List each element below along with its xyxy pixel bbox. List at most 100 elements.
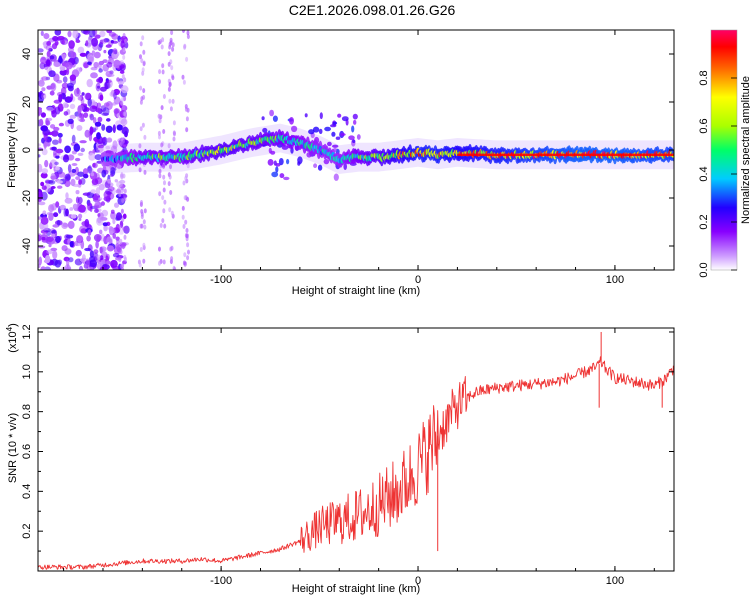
noise-cell — [139, 85, 143, 91]
noise-cell — [162, 129, 166, 134]
noise-cell — [67, 30, 72, 38]
noise-cell — [161, 69, 165, 75]
noise-cell — [140, 200, 143, 205]
noise-cell — [49, 55, 55, 60]
noise-cell — [99, 94, 104, 101]
noise-cell — [112, 218, 116, 225]
noise-cell — [77, 96, 82, 101]
noise-cell — [44, 255, 51, 264]
noise-cell — [297, 161, 301, 166]
spectrogram-y-label: Frequency (Hz) — [6, 112, 18, 188]
noise-cell — [170, 256, 174, 262]
noise-cell — [167, 143, 171, 149]
noise-cell — [162, 208, 166, 214]
noise-cell — [182, 30, 185, 33]
noise-cell — [119, 70, 125, 74]
noise-cell — [119, 249, 123, 255]
spectrogram-x-axis: -100 0 100 — [63, 30, 655, 286]
noise-cell — [279, 173, 285, 179]
noise-cell — [118, 60, 122, 66]
noise-cell — [101, 112, 109, 116]
noise-cell — [64, 248, 72, 255]
noise-cell — [121, 198, 125, 204]
noise-cell — [139, 223, 143, 229]
noise-cell — [55, 106, 61, 115]
noise-cell — [114, 202, 119, 208]
noise-cell — [87, 97, 92, 107]
noise-cell — [100, 201, 105, 206]
noise-cell — [182, 260, 186, 266]
noise-cell — [140, 211, 144, 217]
noise-cell — [84, 129, 91, 138]
noise-cell — [158, 79, 161, 85]
noise-cell — [158, 69, 162, 75]
noise-cell — [185, 116, 189, 122]
noise-cell — [139, 247, 143, 252]
snr-y-label: SNR (10 * v/v) — [7, 413, 19, 483]
x-tick-label: 100 — [606, 575, 624, 587]
noise-cell — [157, 113, 161, 119]
noise-cell — [138, 167, 142, 173]
noise-cell — [169, 37, 173, 43]
noise-cell — [169, 190, 173, 195]
noise-cell — [86, 53, 94, 62]
noise-cell — [74, 157, 81, 162]
noise-cell — [88, 152, 96, 161]
noise-cell — [122, 33, 126, 38]
noise-cell — [97, 216, 102, 224]
noise-cell — [90, 172, 95, 177]
y-tick-label: 1.0 — [21, 364, 33, 379]
noise-cell — [80, 228, 87, 234]
noise-cell — [50, 175, 57, 180]
noise-cell — [160, 44, 164, 50]
noise-cell — [46, 117, 53, 122]
noise-cell — [110, 259, 118, 268]
noise-cell — [69, 207, 74, 211]
noise-cell — [120, 208, 124, 214]
noise-cell — [141, 122, 145, 128]
colorbar-frame — [710, 29, 738, 271]
noise-cell — [83, 173, 89, 179]
noise-cell — [78, 105, 85, 111]
noise-cell — [94, 154, 102, 161]
noise-cell — [95, 187, 101, 196]
noise-cell — [45, 44, 53, 51]
noise-cell — [139, 41, 143, 47]
noise-cell — [187, 249, 190, 255]
noise-cell — [89, 266, 94, 270]
noise-cell — [79, 52, 87, 57]
noise-cell — [52, 35, 59, 42]
ridge-core — [457, 153, 674, 156]
noise-cell — [41, 168, 49, 174]
noise-cell — [48, 179, 56, 185]
noise-cell — [143, 134, 147, 140]
noise-cell — [67, 118, 74, 125]
noise-cell — [38, 143, 41, 147]
noise-cell — [98, 197, 103, 201]
noise-cell — [69, 74, 77, 81]
noise-cell — [109, 173, 114, 177]
noise-cell — [122, 54, 126, 60]
noise-cell — [97, 116, 103, 123]
noise-cell — [119, 141, 123, 147]
noise-cell — [352, 139, 356, 143]
x-tick-label: 0 — [415, 274, 421, 286]
noise-cell — [52, 139, 59, 145]
noise-cell — [118, 192, 122, 197]
noise-cell — [122, 173, 126, 179]
noise-cell — [62, 76, 68, 83]
noise-cell — [48, 204, 55, 213]
noise-cell — [61, 222, 69, 229]
noise-cell — [61, 40, 65, 45]
noise-cell — [158, 168, 162, 174]
noise-cell — [89, 126, 94, 135]
noise-cell — [87, 165, 93, 174]
noise-cell — [112, 232, 116, 239]
noise-cell — [167, 86, 171, 92]
noise-cell — [120, 137, 124, 143]
noise-cell — [38, 234, 42, 242]
noise-cell — [106, 73, 115, 77]
noise-cell — [38, 201, 46, 206]
noise-cell — [41, 92, 47, 100]
noise-cell — [46, 106, 54, 112]
